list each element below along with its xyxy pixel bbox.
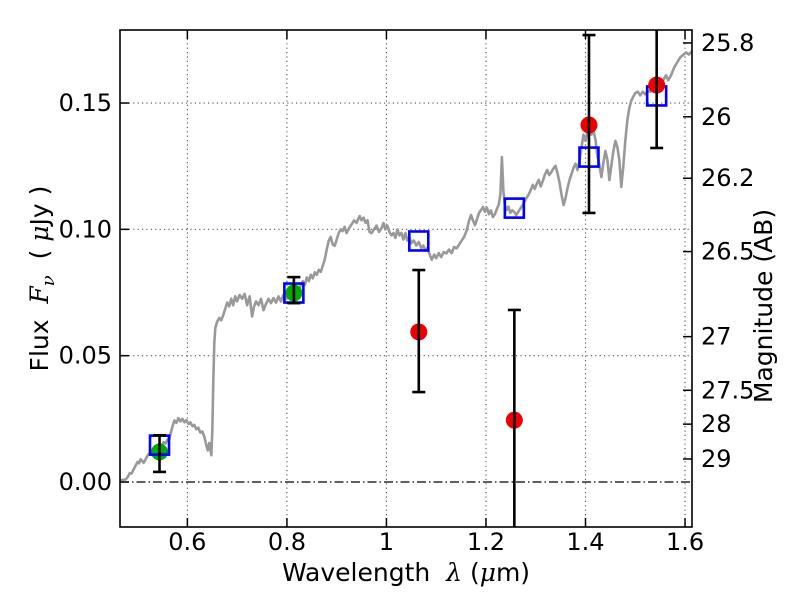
magnitude-tick-label: 28: [701, 410, 732, 438]
error-bar: [507, 308, 521, 527]
magnitude-tick-label: 29: [701, 445, 732, 473]
model-photometry-square: [503, 197, 526, 219]
error-bar: [412, 268, 426, 394]
error-bar: [582, 33, 596, 215]
error-bar: [153, 433, 167, 474]
flux-tick-label: 0.00: [59, 468, 112, 496]
magnitude-tick-label: 27: [701, 323, 732, 351]
x-tick-label: 1.2: [467, 528, 505, 556]
error-bar: [650, 30, 664, 150]
magnitude-tick-label: 25.8: [701, 29, 754, 57]
y-axis-label-magnitude: Magnitude (AB): [749, 209, 778, 403]
x-tick-label: 1: [379, 528, 394, 556]
magnitude-tick-label: 26.5: [701, 238, 754, 266]
spectrum-line: [120, 49, 692, 482]
x-axis-label: Wavelength λ (μm): [282, 558, 530, 587]
grid: [120, 30, 692, 527]
magnitude-tick-label: 26: [701, 103, 732, 131]
magnitude-tick-label: 26.2: [701, 164, 754, 192]
error-bar: [287, 275, 301, 305]
flux-tick-label: 0.10: [59, 215, 112, 243]
flux-tick-label: 0.15: [59, 89, 112, 117]
magnitude-tick-label: 27.5: [701, 376, 754, 404]
x-tick-label: 1.4: [566, 528, 604, 556]
axis-ticks: [120, 30, 692, 527]
plot-frame: [119, 29, 693, 528]
x-tick-label: 1.6: [666, 528, 704, 556]
model-photometry-square: [407, 230, 430, 252]
x-tick-label: 0.6: [168, 528, 206, 556]
error-bars: [153, 30, 664, 527]
y-axis-label-flux: Flux Fν ( μJy ): [25, 186, 59, 372]
flux-tick-label: 0.05: [59, 342, 112, 370]
x-tick-label: 0.8: [268, 528, 306, 556]
